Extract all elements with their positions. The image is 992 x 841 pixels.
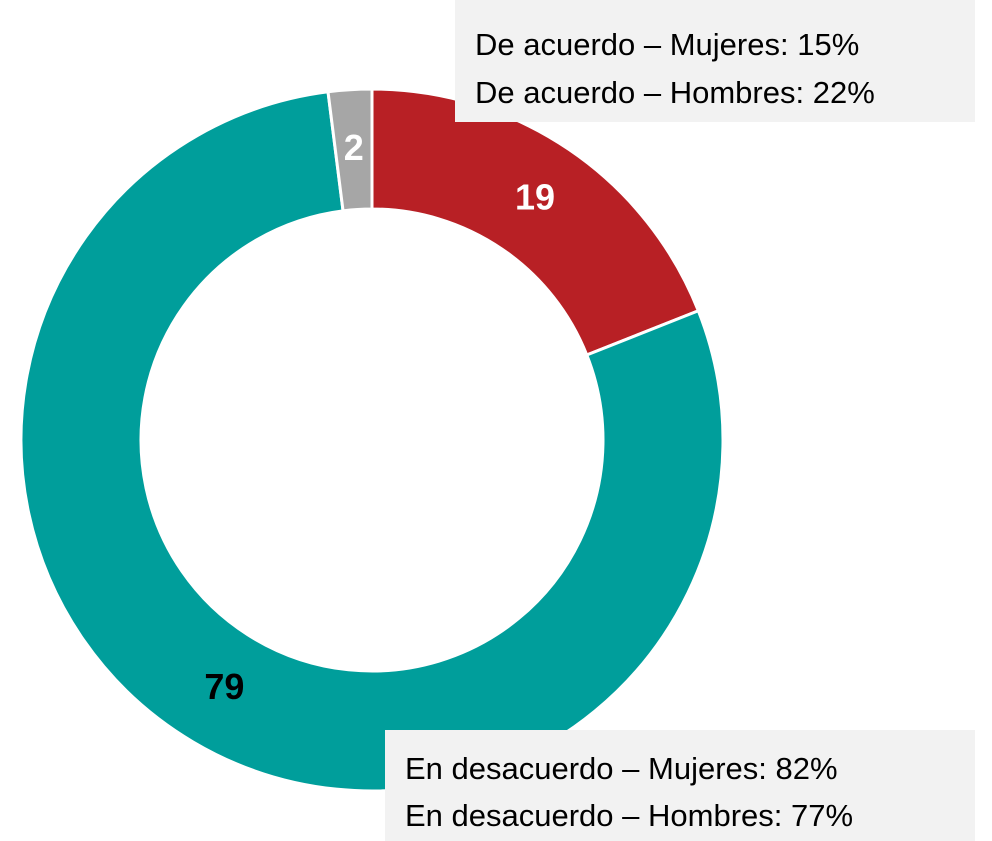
donut-slice: [326, 87, 374, 213]
annotation: En desacuerdo – Mujeres: 82%: [405, 751, 838, 786]
annotation-box: [455, 0, 975, 122]
annotation: En desacuerdo – Hombres: 77%: [405, 798, 853, 833]
donut-slice: [370, 87, 701, 357]
data-label: 79: [204, 666, 244, 707]
data-label: 19: [515, 177, 555, 218]
annotation: De acuerdo – Hombres: 22%: [475, 75, 875, 110]
annotation: De acuerdo – Mujeres: 15%: [475, 27, 859, 62]
donut: [19, 87, 725, 793]
data-label: 2: [344, 127, 364, 168]
annotation-box: [385, 730, 975, 841]
